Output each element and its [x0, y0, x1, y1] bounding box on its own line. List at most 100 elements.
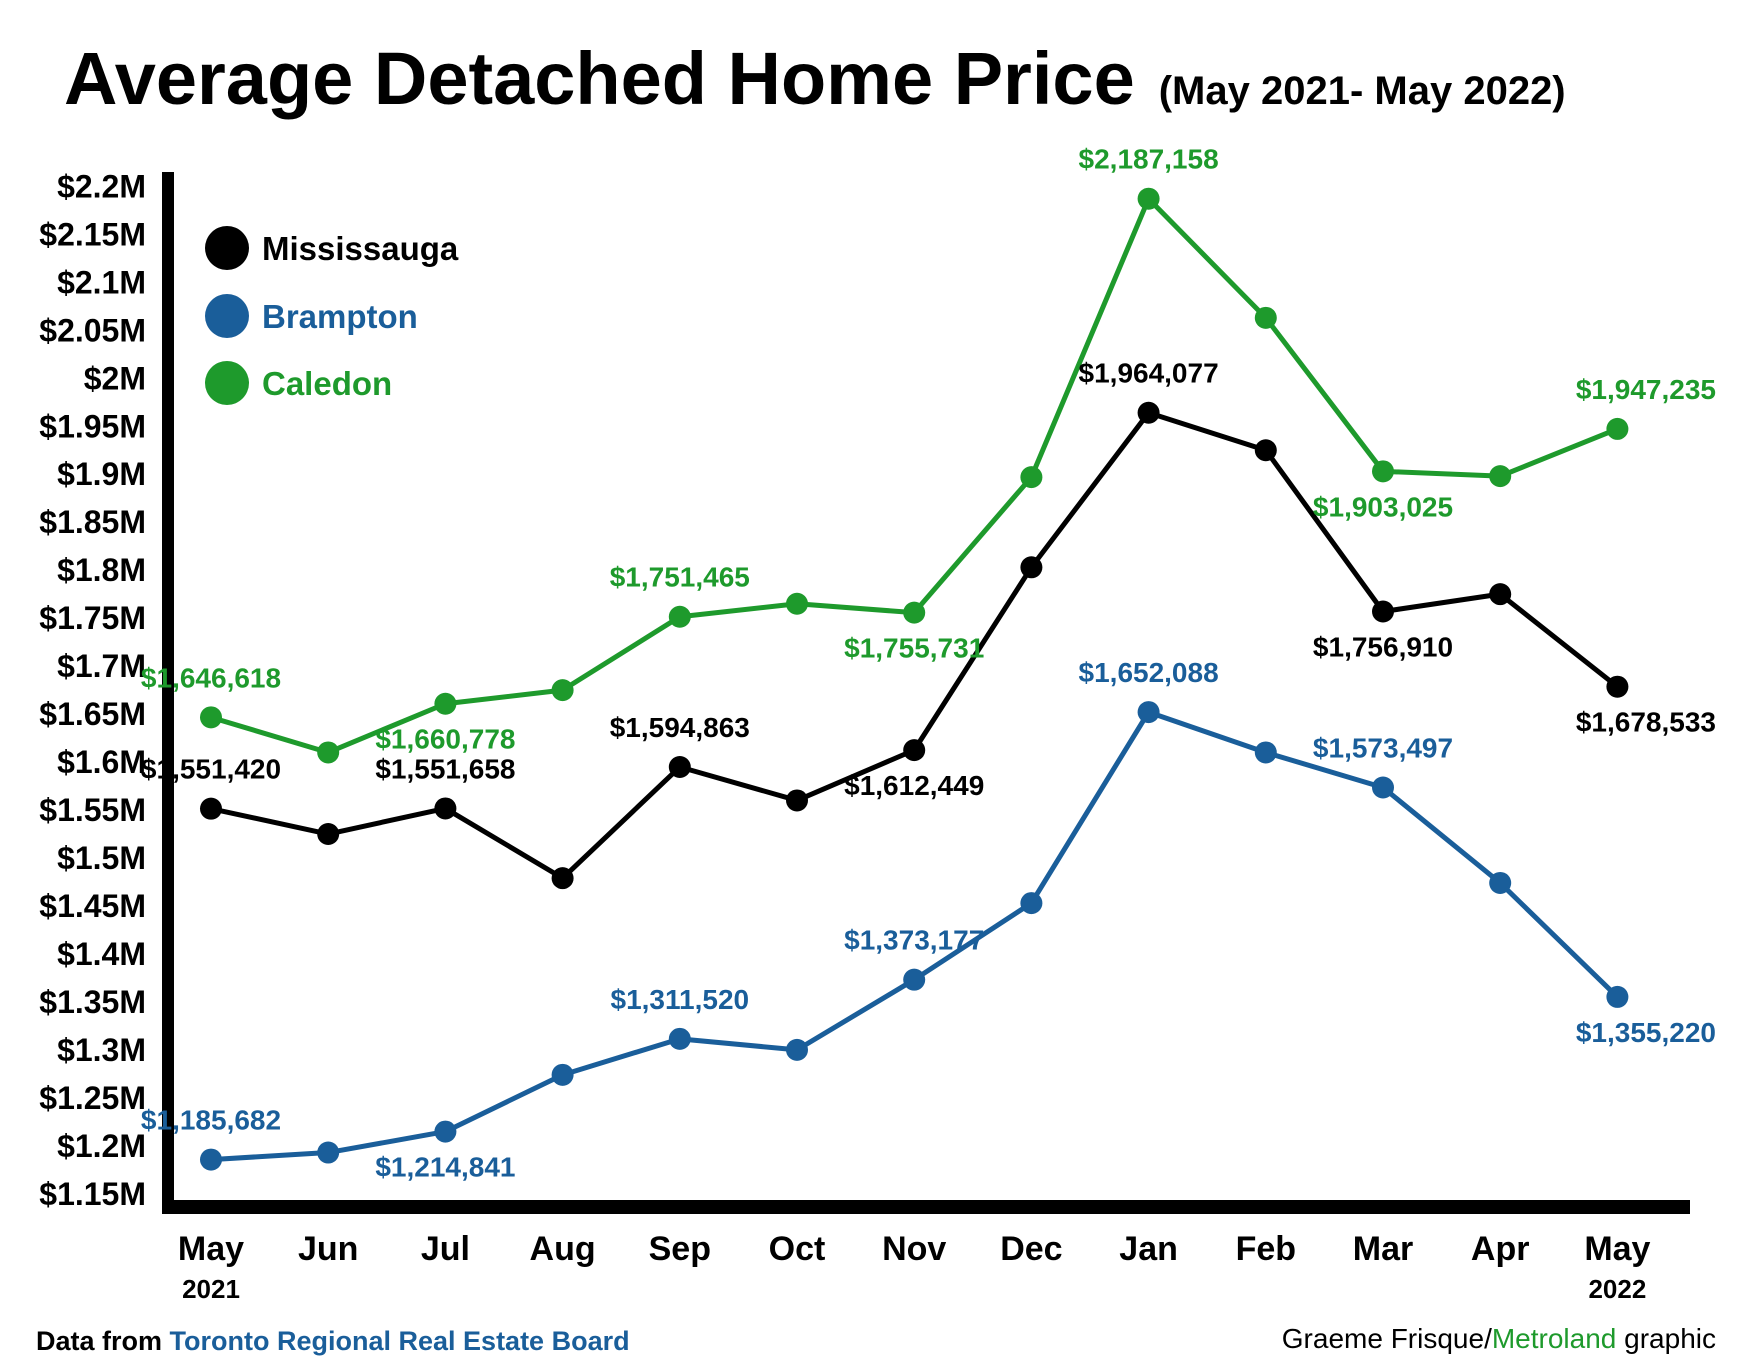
data-label-brampton: $1,311,520 [611, 984, 750, 1015]
y-tick-label: $1.45M [39, 888, 146, 924]
data-source-name: Toronto Regional Real Estate Board [170, 1326, 630, 1356]
x-tick-label: Oct [769, 1230, 826, 1268]
x-tick-label: Sep [649, 1230, 711, 1268]
data-point-brampton [1489, 871, 1512, 894]
y-tick-label: $1.25M [39, 1080, 146, 1116]
y-tick-label: $2.1M [57, 264, 146, 300]
data-point-mississauga [434, 797, 457, 820]
x-tick-label: May [1584, 1230, 1650, 1268]
y-tick-label: $2.15M [39, 216, 146, 252]
data-point-mississauga [551, 867, 574, 890]
data-point-mississauga [786, 789, 808, 812]
data-label-mississauga: $1,594,863 [610, 712, 750, 743]
data-label-brampton: $1,373,177 [844, 925, 984, 956]
legend-label-mississauga: Mississauga [262, 230, 459, 267]
data-label-caledon: $1,646,618 [141, 662, 281, 693]
data-point-mississauga [317, 823, 340, 846]
y-tick-label: $1.85M [39, 504, 146, 540]
x-tick-label: Dec [1000, 1230, 1062, 1268]
data-point-mississauga [1372, 600, 1394, 623]
data-label-caledon: $1,755,731 [844, 633, 984, 664]
data-label-caledon: $1,660,778 [375, 724, 515, 755]
credit-suffix: graphic [1616, 1323, 1716, 1354]
data-point-brampton [1606, 985, 1629, 1008]
x-tick-year: 2022 [1588, 1274, 1646, 1304]
data-point-caledon [1372, 460, 1394, 483]
x-tick-label: May [178, 1230, 244, 1268]
data-point-brampton [1137, 701, 1160, 724]
x-tick-label: Jan [1119, 1230, 1178, 1268]
data-label-brampton: $1,214,841 [375, 1152, 515, 1183]
data-point-mississauga [903, 739, 926, 762]
data-label-mississauga: $1,678,533 [1576, 707, 1716, 738]
x-tick-label: Jul [421, 1230, 470, 1268]
data-point-brampton [668, 1027, 691, 1050]
data-point-brampton [200, 1148, 222, 1171]
data-point-mississauga [1020, 556, 1043, 579]
data-point-mississauga [200, 797, 222, 820]
data-label-mississauga: $1,551,658 [375, 753, 515, 784]
chart-subtitle: (May 2021- May 2022) [1159, 69, 1566, 113]
data-point-brampton [1254, 741, 1277, 764]
chart-title: Average Detached Home Price [64, 37, 1135, 120]
data-point-mississauga [1137, 401, 1160, 424]
data-point-caledon [434, 692, 457, 715]
data-point-caledon [1489, 465, 1512, 488]
x-tick-label: Apr [1471, 1230, 1530, 1268]
series-line-caledon [210, 196, 1619, 755]
data-label-mississauga: $1,612,449 [844, 770, 984, 801]
data-label-caledon: $1,751,465 [610, 562, 750, 593]
y-tick-label: $1.55M [39, 792, 146, 828]
y-tick-label: $1.65M [39, 696, 146, 732]
y-tick-label: $1.2M [57, 1128, 146, 1164]
data-source: Data from Toronto Regional Real Estate B… [36, 1326, 630, 1356]
data-label-mississauga: $1,551,420 [141, 754, 281, 785]
x-tick-label: Mar [1353, 1230, 1413, 1268]
y-tick-label: $1.75M [39, 600, 146, 636]
legend-marker-mississauga [205, 226, 249, 270]
data-point-brampton [903, 968, 926, 991]
data-label-brampton: $1,652,088 [1079, 657, 1219, 688]
data-point-brampton [1020, 892, 1043, 915]
graphic-credit: Graeme Frisque/Metroland graphic [1282, 1323, 1716, 1354]
data-label-caledon: $1,903,025 [1313, 491, 1453, 522]
data-point-caledon [317, 741, 340, 764]
credit-org: Metroland [1492, 1323, 1617, 1354]
data-label-brampton: $1,355,220 [1576, 1017, 1716, 1048]
y-tick-label: $1.4M [57, 936, 146, 972]
x-tick-year: 2021 [182, 1274, 240, 1304]
x-tick-label: Aug [530, 1230, 596, 1268]
data-point-caledon [1020, 466, 1043, 489]
data-point-caledon [551, 679, 574, 702]
y-tick-label: $1.95M [39, 408, 146, 444]
data-point-brampton [786, 1038, 808, 1061]
x-tick-label: Nov [882, 1230, 946, 1268]
data-point-caledon [668, 605, 691, 628]
data-point-caledon [1254, 306, 1277, 329]
data-point-brampton [317, 1141, 340, 1164]
data-point-caledon [200, 706, 222, 729]
data-point-caledon [786, 592, 808, 615]
y-tick-label: $2.05M [39, 312, 146, 348]
x-tick-label: Jun [298, 1230, 358, 1268]
y-tick-label: $1.5M [57, 840, 146, 876]
legend-marker-brampton [205, 294, 249, 338]
y-tick-label: $1.6M [57, 744, 146, 780]
y-tick-label: $1.7M [57, 648, 146, 684]
data-point-caledon [903, 601, 926, 624]
y-tick-label: $1.35M [39, 984, 146, 1020]
data-label-mississauga: $1,964,077 [1079, 358, 1219, 389]
y-tick-label: $1.9M [57, 456, 146, 492]
data-point-brampton [434, 1120, 457, 1143]
data-point-mississauga [1254, 439, 1277, 462]
y-tick-label: $2.2M [57, 168, 146, 204]
data-label-mississauga: $1,756,910 [1313, 632, 1453, 663]
data-point-caledon [1137, 187, 1160, 210]
data-point-caledon [1606, 417, 1629, 440]
data-point-brampton [551, 1063, 574, 1086]
data-source-prefix: Data from [36, 1326, 170, 1356]
y-tick-label: $1.8M [57, 552, 146, 588]
data-point-brampton [1372, 776, 1394, 799]
y-tick-label: $2M [84, 360, 146, 396]
